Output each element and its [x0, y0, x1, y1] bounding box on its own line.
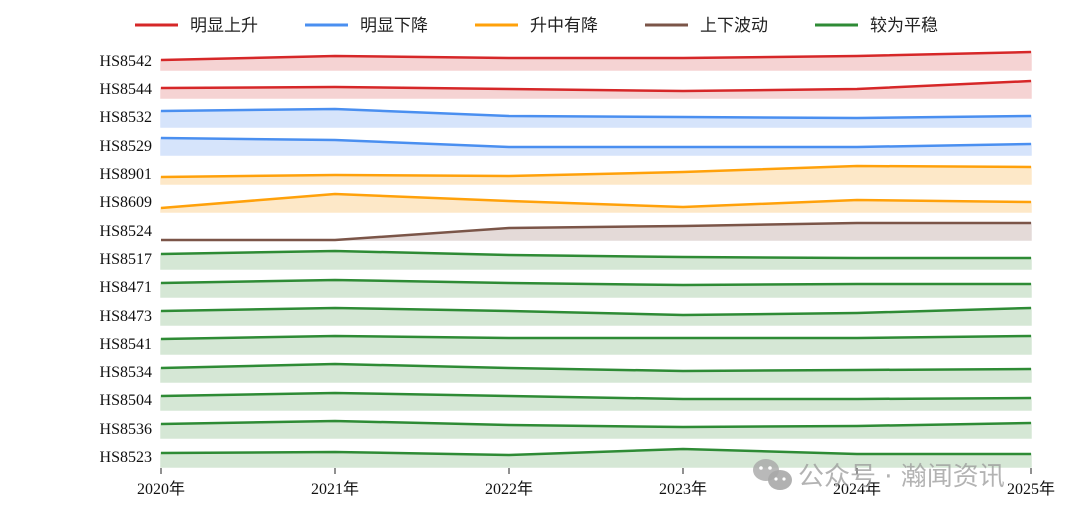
series-row-hs8536: HS8536 [100, 419, 1032, 439]
row-label: HS8523 [100, 449, 152, 466]
legend-label: 上下波动 [700, 16, 768, 36]
series-row-hs8471: HS8471 [100, 278, 1032, 298]
row-label: HS8609 [100, 194, 152, 211]
row-label: HS8504 [100, 392, 152, 409]
series-row-hs8504: HS8504 [100, 391, 1032, 411]
x-tick-label: 2025年 [1007, 480, 1055, 498]
series-row-hs8529: HS8529 [100, 136, 1032, 156]
series-area [161, 222, 1032, 241]
legend-item: 较为平稳 [815, 16, 938, 36]
legend-item: 明显下降 [305, 16, 428, 36]
series-row-hs8901: HS8901 [100, 164, 1032, 185]
row-label: HS8471 [100, 279, 152, 296]
series-row-hs8473: HS8473 [100, 306, 1032, 326]
watermark: 公众号 · 瀚闻资讯 [753, 459, 1005, 492]
legend-item: 升中有降 [475, 16, 598, 36]
legend-item: 明显上升 [135, 16, 258, 36]
series-line [160, 79, 1032, 93]
x-tick-label: 2024年 [833, 480, 881, 498]
row-label: HS8524 [100, 223, 152, 240]
series-row-hs8517: HS8517 [100, 249, 1032, 270]
row-label: HS8544 [100, 81, 152, 98]
series-area [160, 392, 1032, 411]
row-label: HS8473 [100, 308, 152, 325]
row-label: HS8901 [100, 166, 152, 183]
series-line [160, 50, 1032, 62]
legend-label: 较为平稳 [870, 16, 938, 36]
row-label: HS8532 [100, 109, 152, 126]
row-label: HS8517 [100, 251, 152, 268]
row-label: HS8542 [100, 53, 152, 70]
series-row-hs8541: HS8541 [100, 334, 1032, 355]
x-tick-label: 2023年 [659, 480, 707, 498]
row-label: HS8529 [100, 138, 152, 155]
series-row-hs8532: HS8532 [100, 107, 1032, 128]
chart-legend: 明显上升 明显下降 升中有降 上下波动 较为平稳 [135, 16, 938, 36]
series-line [161, 221, 1031, 242]
series-line [160, 334, 1032, 341]
legend-label: 升中有降 [530, 16, 598, 36]
x-tick-label: 2022年 [485, 480, 533, 498]
row-label: HS8541 [100, 336, 152, 353]
series-line [160, 192, 1032, 210]
ridgeline-rows: HS8542 HS8544 HS8532 HS8529 HS8901 HS8609 HS85… [100, 50, 1032, 468]
series-line [160, 107, 1032, 120]
series-line [160, 164, 1032, 179]
legend-item: 上下波动 [645, 16, 768, 36]
series-line [160, 419, 1032, 429]
series-line [160, 136, 1032, 149]
x-axis: 2020年 2021年 2022年 2023年 2024年 2025年 [137, 468, 1055, 498]
series-row-hs8524: HS8524 [100, 221, 1032, 242]
wechat-icon [753, 459, 792, 490]
series-row-hs8534: HS8534 [100, 362, 1032, 383]
x-tick-label: 2020年 [137, 480, 185, 498]
series-line [160, 447, 1031, 457]
series-area [160, 420, 1032, 439]
series-line [160, 306, 1032, 317]
series-line [160, 391, 1032, 401]
series-area [160, 279, 1032, 298]
legend-label: 明显下降 [360, 16, 428, 36]
series-line [160, 249, 1031, 260]
x-tick-label: 2021年 [311, 480, 359, 498]
legend-label: 明显上升 [190, 16, 258, 36]
watermark-text: 公众号 · 瀚闻资讯 [798, 462, 1005, 492]
series-area [160, 363, 1032, 383]
series-area [160, 250, 1032, 270]
row-label: HS8536 [100, 421, 152, 438]
series-row-hs8542: HS8542 [100, 50, 1032, 71]
series-row-hs8544: HS8544 [100, 79, 1032, 99]
row-label: HS8534 [100, 364, 152, 381]
series-line [160, 278, 1031, 287]
series-row-hs8523: HS8523 [100, 447, 1032, 468]
series-row-hs8609: HS8609 [100, 192, 1032, 213]
series-line [160, 362, 1032, 373]
